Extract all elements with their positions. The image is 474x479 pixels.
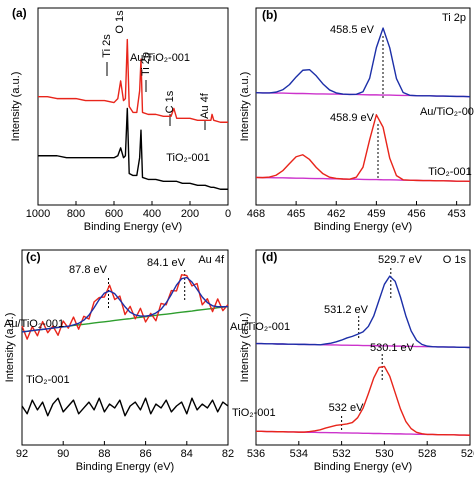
- spectrum-line: [38, 107, 228, 190]
- spectrum-line: [256, 275, 471, 349]
- y-axis-label: Intensity (a.u.): [239, 313, 251, 383]
- spectrum-line: [21, 276, 229, 333]
- annotation: Ti 2s: [101, 34, 113, 58]
- x-tick-label: 92: [16, 448, 28, 460]
- x-tick-label: 532: [332, 448, 350, 460]
- spectrum-line: [256, 365, 471, 436]
- x-tick-label: 0: [225, 208, 231, 220]
- annotation: 530.1 eV: [370, 342, 415, 354]
- x-tick-label: 459: [367, 208, 385, 220]
- annotation: 458.5 eV: [330, 24, 375, 36]
- annotation: Au/TiO₂-001: [4, 318, 64, 330]
- x-axis-label: Binding Energy (eV): [314, 221, 412, 233]
- panel-title: O 1s: [443, 254, 467, 266]
- x-tick-label: 536: [247, 448, 265, 460]
- panel-label: (d): [262, 250, 277, 264]
- x-tick-label: 462: [327, 208, 345, 220]
- annotation: Au/TiO₂-001: [230, 321, 290, 333]
- x-tick-label: 400: [143, 208, 161, 220]
- x-tick-label: 200: [181, 208, 199, 220]
- annotation: Ti 2p: [140, 52, 152, 76]
- survey-arrows: [106, 62, 206, 130]
- x-tick-label: 800: [67, 208, 85, 220]
- x-tick-label: 530: [375, 448, 393, 460]
- spectrum-line: [38, 38, 228, 123]
- annotation: C 1s: [164, 90, 176, 113]
- x-axis-label: Binding Energy (eV): [314, 461, 412, 473]
- annotation: 532 eV: [329, 402, 365, 414]
- x-tick-label: 528: [418, 448, 436, 460]
- annotation: Au/TiO₂-001: [130, 52, 190, 64]
- x-tick-label: 468: [247, 208, 265, 220]
- x-tick-label: 88: [98, 448, 110, 460]
- x-tick-label: 86: [139, 448, 151, 460]
- annotation: 87.8 eV: [69, 264, 108, 276]
- x-tick-label: 82: [222, 448, 234, 460]
- panel-title: Ti 2p: [442, 12, 466, 24]
- x-tick-label: 84: [181, 448, 193, 460]
- annotation: TiO₂-001: [232, 407, 276, 419]
- panel-label: (a): [12, 6, 27, 20]
- y-axis-label: Intensity (a.u.): [239, 72, 251, 142]
- y-axis-label: Intensity (a.u.): [4, 313, 16, 383]
- annotation: 458.9 eV: [330, 112, 375, 124]
- panel-title: Au 4f: [198, 254, 225, 266]
- annotation: TiO₂-001: [26, 374, 70, 386]
- spectrum-line: [21, 397, 229, 417]
- panel-label: (c): [26, 250, 41, 264]
- annotation: TiO₂-001: [166, 152, 210, 164]
- x-tick-label: 1000: [26, 208, 50, 220]
- x-tick-label: 90: [57, 448, 69, 460]
- x-tick-label: 600: [105, 208, 123, 220]
- x-axis-label: Binding Energy (eV): [84, 221, 182, 233]
- x-tick-label: 465: [287, 208, 305, 220]
- annotation: TiO₂-001: [428, 166, 472, 178]
- annotation: O 1s: [114, 10, 126, 34]
- panel-label: (b): [262, 8, 277, 22]
- spectrum-line: [255, 114, 471, 183]
- y-axis-label: Intensity (a.u.): [10, 72, 22, 142]
- x-tick-label: 526: [461, 448, 474, 460]
- x-tick-label: 534: [290, 448, 308, 460]
- annotation: Au/TiO₂-001: [420, 106, 474, 118]
- plot-frame: [255, 7, 471, 206]
- x-axis-label: Binding Energy (eV): [76, 461, 174, 473]
- x-tick-label: 453: [447, 208, 465, 220]
- x-tick-label: 456: [407, 208, 425, 220]
- annotation: 84.1 eV: [147, 257, 186, 269]
- annotation: 529.7 eV: [378, 254, 423, 266]
- plot-frame: [21, 249, 229, 446]
- plot-frame: [37, 7, 229, 206]
- spectrum-line: [255, 27, 471, 98]
- annotation: Au 4f: [199, 92, 211, 119]
- annotation: 531.2 eV: [324, 304, 369, 316]
